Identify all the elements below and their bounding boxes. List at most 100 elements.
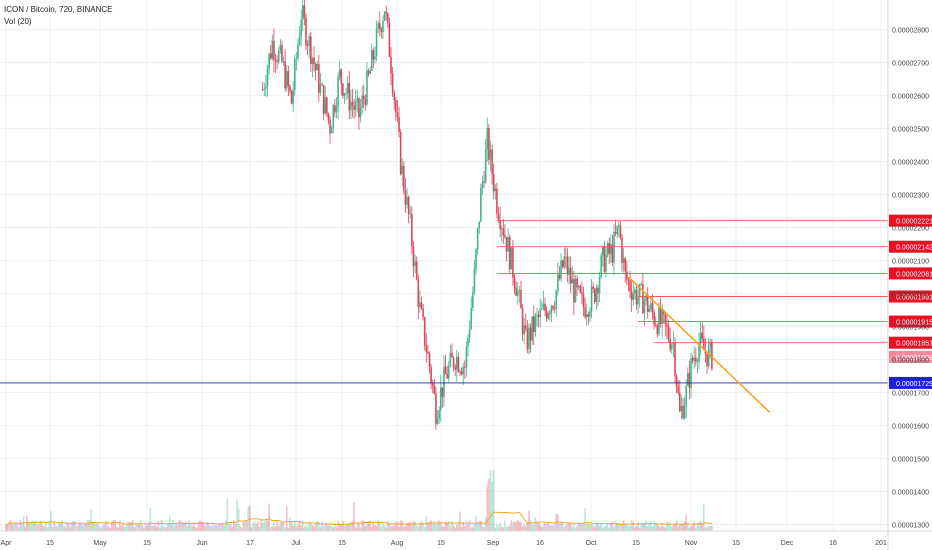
candle-body [518, 290, 521, 292]
volume-bar [301, 521, 304, 531]
candle-body [582, 293, 585, 308]
time-axis[interactable]: Apr 15 May 15 Jun 17 Jul 15 Aug 15 Sep 16 Oct 15 Nov 15… [0, 530, 932, 547]
price-level-badge[interactable] [889, 290, 932, 303]
time-tick-label: Dec [781, 540, 794, 547]
candle-body [470, 307, 473, 329]
candle [581, 281, 583, 305]
volume-bar [382, 523, 384, 531]
candle [703, 325, 705, 351]
time-tick-label: Sep [487, 540, 500, 547]
candle [449, 344, 452, 368]
candle [332, 104, 335, 134]
candle-body [618, 225, 620, 227]
candle-body [557, 274, 559, 291]
candle [298, 26, 301, 47]
volume-bar [48, 520, 51, 531]
candle [261, 81, 264, 91]
volume-bar [54, 525, 57, 531]
candle [377, 20, 379, 34]
trend-line[interactable] [627, 276, 771, 413]
candle-body [396, 112, 399, 118]
volume-bar [539, 525, 542, 531]
candle [510, 247, 513, 270]
time-tick-label: 15 [437, 540, 445, 547]
candle [369, 66, 371, 75]
volume-bar [468, 520, 471, 531]
volume-bar [282, 522, 285, 531]
candle [680, 395, 683, 420]
volume-bar [412, 520, 415, 531]
candle [557, 262, 559, 296]
volume-bar [464, 526, 466, 531]
volume-bar [598, 525, 601, 531]
price-level-badge[interactable] [889, 214, 932, 227]
candle-body [595, 287, 598, 302]
descending-trend-line[interactable] [627, 276, 771, 413]
price-level-badge[interactable] [889, 315, 932, 328]
volume-indicator-label[interactable]: Vol (20) [4, 17, 32, 26]
volume-bar [95, 523, 97, 531]
candle [491, 144, 493, 185]
volume-bar [706, 527, 708, 531]
candle [451, 343, 453, 358]
candle-body [528, 327, 530, 350]
volume-bar [388, 524, 391, 531]
candle [351, 88, 354, 118]
price-level-badge[interactable] [889, 350, 932, 363]
volume-bar [119, 520, 121, 531]
candle [595, 284, 598, 310]
volume-bar [677, 526, 679, 531]
candle [274, 53, 277, 74]
candle [311, 56, 314, 78]
volume-bar [467, 524, 469, 531]
volume-bar [224, 520, 227, 531]
candle [277, 47, 280, 65]
price-level-badge[interactable] [889, 376, 932, 389]
volume-bar [414, 521, 416, 531]
candle-body [313, 57, 315, 64]
candle-body [316, 64, 319, 71]
candle [454, 363, 456, 376]
volume-bar [340, 524, 343, 531]
candle [431, 379, 434, 394]
candle-body [515, 287, 517, 296]
candle-body [505, 237, 508, 252]
candle [428, 351, 431, 374]
candle [568, 255, 570, 285]
price-level-badge[interactable] [889, 240, 932, 253]
candle [486, 117, 489, 162]
candle [577, 284, 580, 291]
volume-bar [66, 522, 68, 531]
price-level-badge[interactable] [889, 336, 932, 349]
symbol-title[interactable]: ICON / Bitcoin, 720, BINANCE [4, 5, 113, 14]
candle-body [346, 83, 349, 94]
candle-body [411, 213, 413, 247]
price-level-lines[interactable]: 0.00002221 0.00002142 0.00002061 0.00001991… [0, 214, 932, 389]
volume-bar [236, 499, 238, 531]
candle [488, 124, 490, 165]
volume-bar [587, 523, 590, 531]
volume-bar [244, 520, 246, 531]
candle-body [480, 187, 482, 222]
candle [303, 0, 306, 26]
candle-body [492, 174, 495, 192]
candle-body [642, 283, 644, 314]
volume-bar [600, 523, 602, 531]
volume-bar [423, 526, 426, 531]
candle-body [433, 385, 436, 394]
candle-body [311, 57, 314, 65]
volume-bar [260, 520, 262, 531]
volume-bar [611, 521, 614, 531]
volume-bar [610, 523, 612, 531]
price-axis[interactable]: 0.00001300 0.00001400 0.00001500 0.00001600… [887, 0, 929, 550]
candle [322, 85, 325, 121]
candle-body [547, 313, 550, 319]
candle-body [699, 332, 702, 344]
volume-bar [415, 524, 418, 531]
volume-bar [523, 523, 525, 531]
volume-bar [149, 508, 152, 531]
price-level-badge[interactable] [889, 267, 932, 280]
candle [452, 355, 455, 372]
volume-bar [683, 521, 686, 531]
